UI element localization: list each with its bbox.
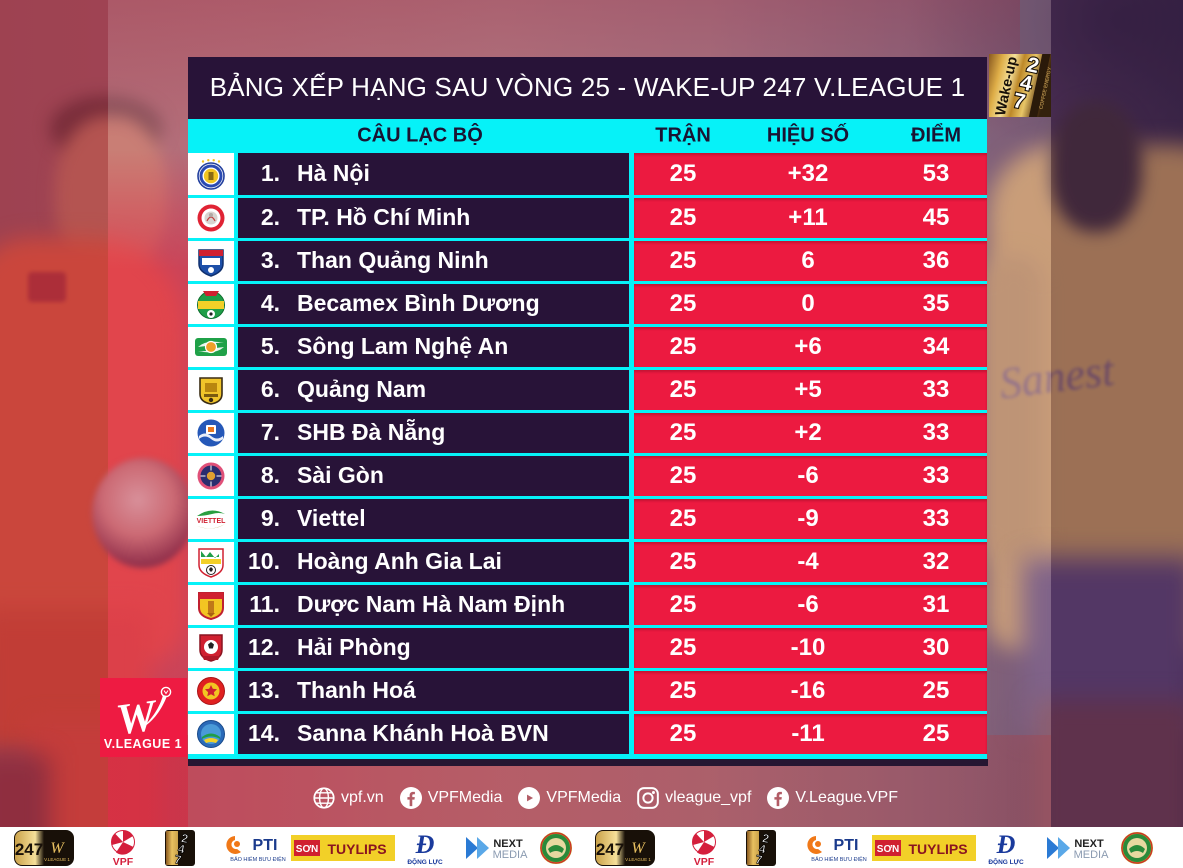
svg-text:Đ: Đ [415,830,435,859]
svg-text:SƠN: SƠN [296,844,318,855]
svg-text:NEXT: NEXT [1074,838,1104,850]
svg-text:W: W [631,840,646,857]
svg-text:MEDIA: MEDIA [1074,849,1110,861]
svg-text:PTI: PTI [253,837,278,854]
svg-text:247: 247 [15,840,43,859]
svg-text:W: W [50,840,65,857]
svg-text:2: 2 [761,831,770,846]
svg-text:7: 7 [173,852,182,866]
svg-text:Đ: Đ [996,830,1016,859]
svg-text:ĐỘNG LỰC: ĐỘNG LỰC [407,857,443,866]
svg-text:PTI: PTI [834,837,859,854]
svg-text:4: 4 [758,841,767,856]
svg-text:247: 247 [596,840,624,859]
svg-text:7: 7 [754,852,763,866]
svg-text:NEXT: NEXT [493,838,523,850]
svg-text:ĐỘNG LỰC: ĐỘNG LỰC [988,857,1024,866]
svg-text:VPF: VPF [113,856,134,867]
svg-text:VIETTEL: VIETTEL [197,518,227,525]
svg-text:V.LEAGUE 1: V.LEAGUE 1 [44,857,70,862]
svg-text:TUYLIPS: TUYLIPS [908,841,967,857]
svg-text:V.LEAGUE 1: V.LEAGUE 1 [625,857,651,862]
svg-text:BẢO HIỂM BƯU ĐIỆN: BẢO HIỂM BƯU ĐIỆN [230,855,285,863]
svg-text:TUYLIPS: TUYLIPS [327,841,386,857]
svg-text:SƠN: SƠN [877,844,899,855]
svg-text:V.LEAGUE 1: V.LEAGUE 1 [104,737,182,751]
svg-text:2: 2 [180,831,189,846]
svg-text:4: 4 [177,841,186,856]
svg-text:MEDIA: MEDIA [493,849,529,861]
svg-text:VPF: VPF [694,856,715,867]
svg-text:BẢO HIỂM BƯU ĐIỆN: BẢO HIỂM BƯU ĐIỆN [811,855,866,863]
